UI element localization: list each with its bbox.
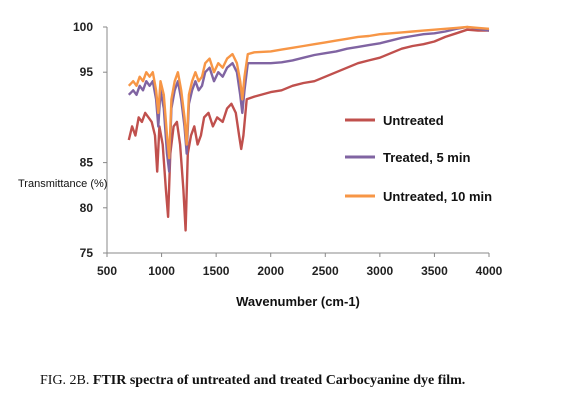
y-tick-label: 75 [80, 246, 94, 260]
x-tick-label: 500 [97, 264, 117, 278]
chart-legend: Untreated Treated, 5 min Untreated, 10 min [345, 113, 492, 204]
x-tick-label: 1000 [148, 264, 175, 278]
legend-label: Untreated [383, 113, 444, 128]
x-tick-label: 3500 [421, 264, 448, 278]
series-line-3 [127, 25, 490, 160]
y-tick-label: 95 [80, 65, 94, 79]
legend-label: Treated, 5 min [383, 150, 470, 165]
y-axis-title: Transmittance (%) [18, 178, 107, 190]
caption-text: FTIR spectra of untreated and treated Ca… [92, 373, 466, 388]
x-axis-title: Wavenumber (cm-1) [236, 294, 360, 309]
series-layer [127, 25, 490, 232]
y-tick-label: 85 [80, 156, 94, 170]
x-tick-label: 1500 [203, 264, 230, 278]
x-tick-label: 4000 [476, 264, 503, 278]
y-tick-label: 80 [80, 201, 94, 215]
ftir-chart: 500 1000 1500 2000 2500 3000 3500 4000 75 80 85 95 1… [18, 20, 503, 309]
series-line-1 [127, 28, 489, 232]
chart-axes: 500 1000 1500 2000 2500 3000 3500 4000 75 80 85 95 1… [73, 20, 503, 278]
caption-prefix: FIG. 2B. [40, 373, 90, 388]
legend-label: Untreated, 10 min [383, 189, 492, 204]
figure-caption: FIG. 2B. FTIR spectra of untreated and t… [40, 373, 465, 389]
y-tick-label: 100 [73, 20, 93, 34]
x-tick-label: 2500 [312, 264, 339, 278]
x-tick-label: 3000 [367, 264, 394, 278]
x-tick-label: 2000 [257, 264, 284, 278]
